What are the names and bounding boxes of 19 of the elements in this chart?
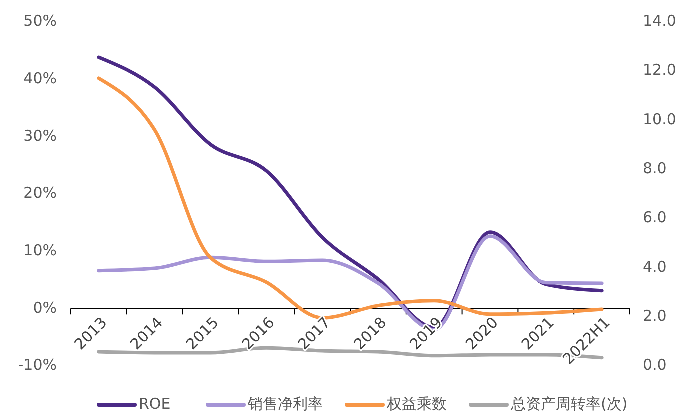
y-tick-label: 20% [24,184,57,202]
y-tick-label: -10% [18,356,57,374]
y2-tick-label: 4.0 [643,258,667,276]
y2-tick-label: 8.0 [643,160,667,178]
y2-tick-label: 6.0 [643,208,667,227]
y-tick-label: 40% [24,69,57,88]
y-tick-label: 0% [33,298,57,317]
y2-tick-label: 14.0 [643,12,676,30]
legend-label: ROE [139,395,171,414]
y-tick-label: 30% [24,126,57,145]
y-tick-label: 50% [24,12,57,30]
y-tick-label: 10% [24,241,57,260]
legend-label: 总资产周转率(次) [510,395,628,414]
y2-tick-label: 0.0 [643,356,667,374]
y2-tick-label: 12.0 [643,61,676,80]
y2-tick-label: 2.0 [643,306,667,325]
legend-label: 权益乘数 [386,395,447,414]
legend-label: 销售净利率 [247,395,323,414]
y2-tick-label: 10.0 [643,110,676,128]
